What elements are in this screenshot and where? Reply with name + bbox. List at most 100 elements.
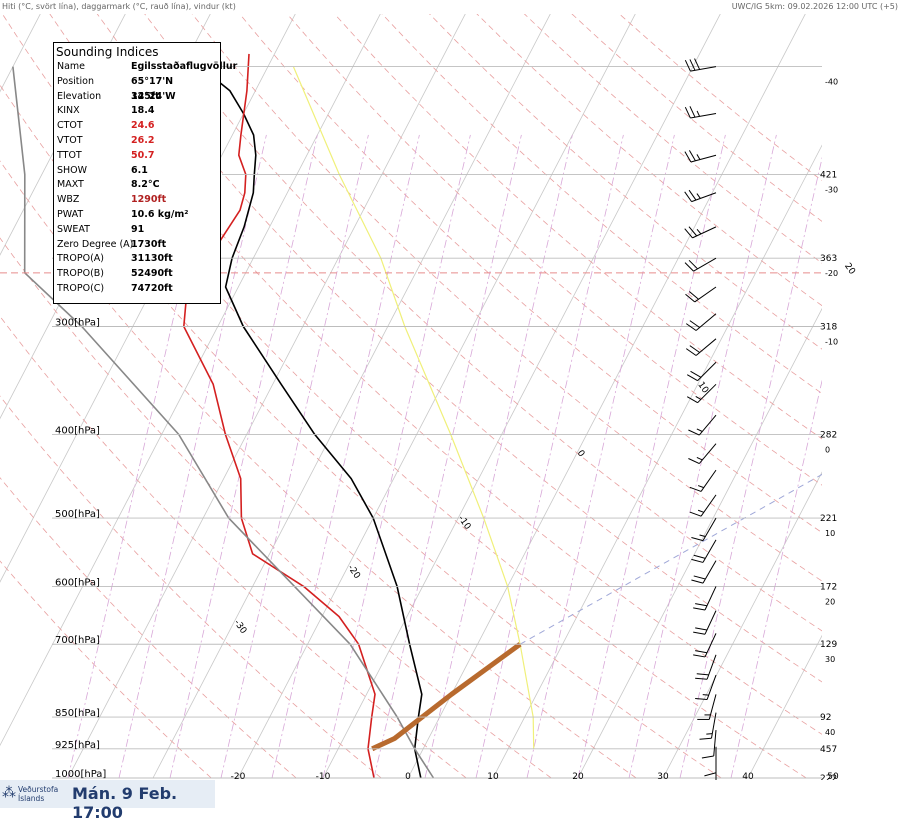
indices-key: TROPO(B)	[57, 267, 104, 282]
right-temp-label: 40	[825, 728, 835, 737]
height-label: 221	[820, 514, 837, 524]
dry-adiabat-line	[571, 14, 900, 778]
wind-barb	[686, 314, 716, 331]
wind-barb	[693, 586, 716, 610]
mixing-ratio-line	[578, 135, 725, 778]
wind-barb-flag	[706, 734, 712, 735]
indices-row: TROPO(C)74720ft	[54, 282, 220, 297]
indices-key: VTOT	[57, 134, 83, 149]
height-label: 318	[820, 323, 837, 333]
wind-barb-staff	[696, 339, 716, 356]
wind-barb-flag	[698, 486, 704, 488]
mixing-ratio-line	[731, 135, 878, 778]
wind-barb-flag	[702, 756, 714, 758]
wind-barb-flag	[691, 537, 703, 540]
model-run-info: UWC/IG 5km: 09.02.2026 12:00 UTC (+5)	[732, 2, 898, 11]
pressure-label: 300[hPa]	[55, 318, 100, 329]
pressure-label: 925[hPa]	[55, 740, 100, 751]
wind-barb-flag	[685, 152, 691, 162]
wind-barb	[691, 561, 716, 584]
wind-barb	[687, 362, 716, 380]
wind-barb-flag	[689, 150, 695, 160]
indices-value: 1730ft	[131, 238, 166, 253]
indices-value: 10.6 kg/m²	[131, 208, 188, 223]
pressure-label: 700[hPa]	[55, 635, 100, 646]
wind-barb-staff	[703, 561, 716, 584]
logo-icon: ⁂	[2, 786, 16, 800]
x-tick-label: -20	[231, 772, 246, 780]
right-temp-label: -40	[825, 78, 838, 87]
indices-value: 52490ft	[131, 267, 173, 282]
indices-key: MAXT	[57, 178, 84, 193]
indices-row: WBZ 1290ft	[54, 193, 220, 208]
indices-row: TROPO(B) 52490ft	[54, 267, 220, 282]
wind-barb-flag	[686, 324, 696, 331]
header-bar: Hiti (°C, svört lína), daggarmark (°C, r…	[0, 0, 900, 14]
mixing-ratio-line	[476, 135, 623, 778]
pressure-label: 850[hPa]	[55, 708, 100, 719]
indices-value: 26.2	[131, 134, 154, 149]
wind-barb	[693, 611, 716, 635]
forecast-datetime: Mán. 9 Feb. 17:00	[72, 784, 215, 822]
wind-barb-flag	[695, 59, 700, 70]
wind-barb	[690, 470, 716, 491]
isotherm-line	[578, 14, 900, 778]
indices-row: PWAT 10.6 kg/m²	[54, 208, 220, 223]
mixing-ratio-line	[425, 135, 572, 778]
wind-barb	[685, 106, 716, 118]
wind-barb-flag	[697, 194, 700, 199]
logo-line-1: Veðurstofa	[18, 785, 58, 794]
indices-row: VTOT 26.2	[54, 134, 220, 149]
indices-key: Name	[57, 60, 85, 75]
indices-key: PWAT	[57, 208, 83, 223]
wind-barb-flag	[704, 773, 716, 776]
wind-barb-flag	[697, 457, 702, 460]
x-tick-label: 20	[572, 772, 584, 780]
isotherm-line	[323, 14, 721, 778]
wind-barb-flag	[693, 632, 705, 634]
wind-barb-flag	[697, 674, 709, 675]
isotherm-line	[748, 14, 900, 778]
isotherm-label: 20	[842, 262, 857, 277]
wind-barb-flag	[695, 698, 707, 699]
wind-barb-staff	[701, 470, 716, 491]
x-tick-label: 10	[487, 772, 499, 780]
indices-value: 1290ft	[131, 193, 166, 208]
wind-barb-flag	[691, 559, 703, 562]
indices-title: Sounding Indices	[56, 45, 220, 59]
wind-barb-staff	[699, 415, 716, 435]
logo-line-2: Íslands	[18, 794, 44, 803]
indices-key: WBZ	[57, 193, 79, 208]
wind-barb-flag	[700, 738, 712, 739]
height-label: 421	[820, 170, 837, 180]
pressure-label: 400[hPa]	[55, 425, 100, 436]
indices-value: 74720ft	[131, 282, 173, 297]
wind-barb-flag	[690, 346, 700, 353]
wind-barb	[685, 59, 716, 72]
right-temp-label: 30	[825, 655, 835, 664]
right-temp-label: -10	[825, 338, 838, 347]
wind-barb-flag	[691, 580, 703, 583]
mixing-ratio-line	[680, 135, 827, 778]
mixing-ratio-line	[629, 135, 776, 778]
wind-barb-staff	[705, 586, 716, 610]
wind-barb-flag	[690, 106, 695, 117]
wind-barb-flag	[693, 608, 705, 610]
dry-adiabat-line	[239, 14, 900, 778]
indices-value: 31130ft	[131, 252, 173, 267]
mixing-ratio-line	[272, 135, 419, 778]
wind-barb-flag	[695, 628, 707, 630]
indices-key: SWEAT	[57, 223, 90, 238]
wind-barb-staff	[692, 193, 716, 202]
isotherm-label: 0	[575, 449, 587, 460]
wind-barb-flag	[694, 555, 706, 558]
indices-key: Zero Degree (A)	[57, 238, 133, 253]
indices-key: SHOW	[57, 164, 87, 179]
wind-barb-staff	[705, 633, 716, 657]
indices-row: Zero Degree (A)1730ft	[54, 238, 220, 253]
